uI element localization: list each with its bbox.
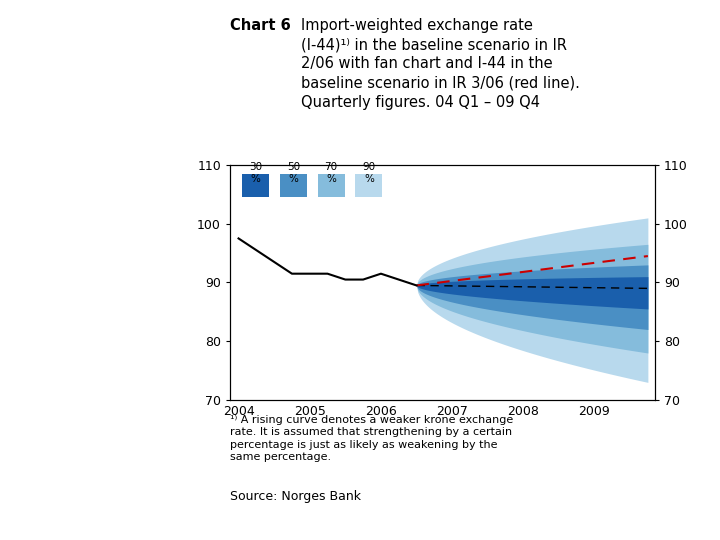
- Text: 50: 50: [287, 162, 300, 172]
- Text: Source: Norges Bank: Source: Norges Bank: [230, 490, 361, 503]
- Bar: [318, 174, 345, 197]
- Bar: [355, 174, 382, 197]
- Text: %: %: [326, 174, 336, 184]
- Text: 30: 30: [249, 162, 262, 172]
- Text: 70: 70: [325, 162, 338, 172]
- Text: 90: 90: [362, 162, 375, 172]
- Text: Chart 6: Chart 6: [230, 18, 291, 33]
- Text: Import-weighted exchange rate
(I-44)¹⁾ in the baseline scenario in IR
2/06 with : Import-weighted exchange rate (I-44)¹⁾ i…: [300, 18, 580, 110]
- Bar: [280, 174, 307, 197]
- Text: ¹⁾ A rising curve denotes a weaker krone exchange
rate. It is assumed that stren: ¹⁾ A rising curve denotes a weaker krone…: [230, 415, 513, 462]
- Text: %: %: [251, 174, 261, 184]
- Bar: [242, 174, 269, 197]
- Text: %: %: [289, 174, 298, 184]
- Text: %: %: [364, 174, 374, 184]
